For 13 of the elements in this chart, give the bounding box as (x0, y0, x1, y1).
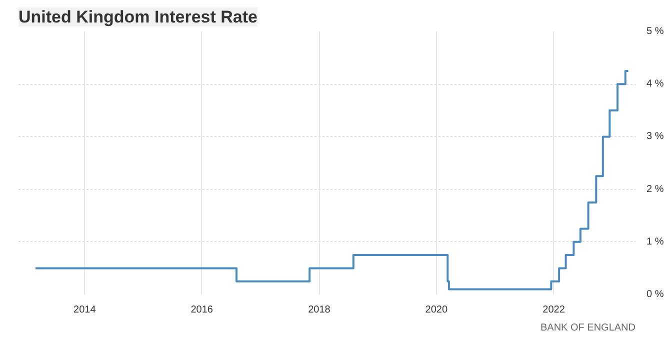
y-tick-label: 1 % (646, 236, 664, 248)
y-tick-label: 2 % (646, 184, 664, 195)
x-tick-label: 2018 (308, 304, 331, 316)
x-tick-label: 2014 (74, 304, 96, 316)
chart-title: United Kingdom Interest Rate (18, 8, 258, 26)
y-tick-label: 0 % (646, 289, 664, 300)
x-tick-label: 2016 (190, 304, 214, 316)
x-tick-label: 2020 (425, 304, 448, 316)
y-tick-label: 4 % (646, 78, 664, 90)
y-tick-label: 3 % (646, 131, 664, 142)
y-tick-label: 5 % (646, 26, 664, 37)
text: BANK OF ENGLAND (540, 322, 636, 334)
x-tick-label: 2022 (542, 304, 566, 316)
